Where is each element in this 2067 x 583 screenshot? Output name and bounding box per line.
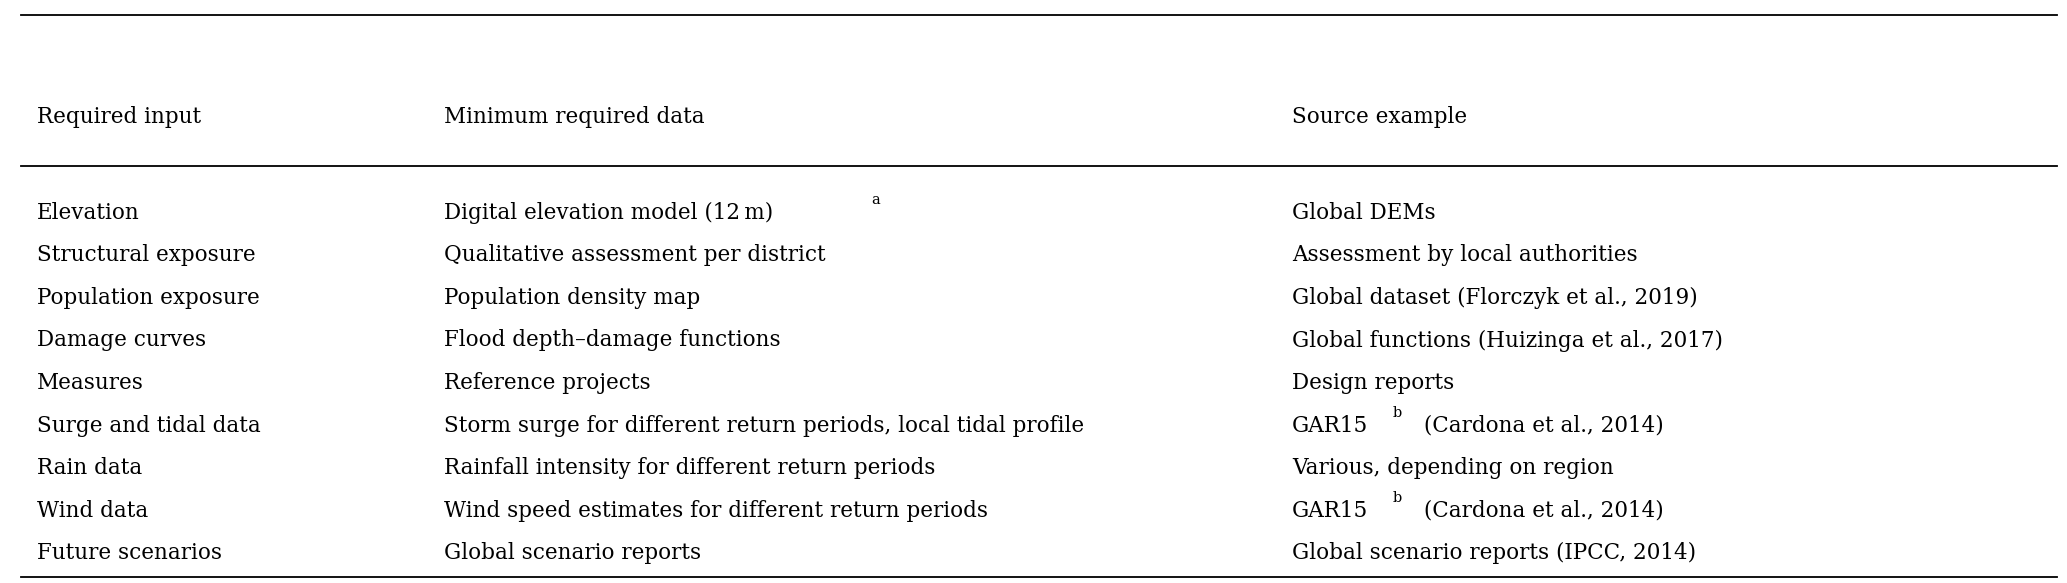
Text: Wind speed estimates for different return periods: Wind speed estimates for different retur… bbox=[444, 500, 988, 522]
Text: Global scenario reports (IPCC, 2014): Global scenario reports (IPCC, 2014) bbox=[1292, 542, 1697, 564]
Text: Rain data: Rain data bbox=[37, 457, 143, 479]
Text: Minimum required data: Minimum required data bbox=[444, 106, 705, 128]
Text: Assessment by local authorities: Assessment by local authorities bbox=[1292, 244, 1637, 266]
Text: Digital elevation model (12 m): Digital elevation model (12 m) bbox=[444, 202, 773, 224]
Text: Damage curves: Damage curves bbox=[37, 329, 207, 352]
Text: GAR15: GAR15 bbox=[1292, 500, 1368, 522]
Text: Flood depth–damage functions: Flood depth–damage functions bbox=[444, 329, 781, 352]
Text: GAR15: GAR15 bbox=[1292, 415, 1368, 437]
Text: Rainfall intensity for different return periods: Rainfall intensity for different return … bbox=[444, 457, 936, 479]
Text: Global DEMs: Global DEMs bbox=[1292, 202, 1434, 224]
Text: Reference projects: Reference projects bbox=[444, 372, 651, 394]
Text: Structural exposure: Structural exposure bbox=[37, 244, 256, 266]
Text: Measures: Measures bbox=[37, 372, 145, 394]
Text: b: b bbox=[1393, 406, 1401, 420]
Text: Global dataset (Florczyk et al., 2019): Global dataset (Florczyk et al., 2019) bbox=[1292, 287, 1697, 309]
Text: Global functions (Huizinga et al., 2017): Global functions (Huizinga et al., 2017) bbox=[1292, 329, 1724, 352]
Text: Future scenarios: Future scenarios bbox=[37, 542, 223, 564]
Text: Elevation: Elevation bbox=[37, 202, 141, 224]
Text: Source example: Source example bbox=[1292, 106, 1468, 128]
Text: (Cardona et al., 2014): (Cardona et al., 2014) bbox=[1418, 500, 1664, 522]
Text: b: b bbox=[1393, 491, 1401, 505]
Text: Global scenario reports: Global scenario reports bbox=[444, 542, 701, 564]
Text: Qualitative assessment per district: Qualitative assessment per district bbox=[444, 244, 827, 266]
Text: Surge and tidal data: Surge and tidal data bbox=[37, 415, 260, 437]
Text: Wind data: Wind data bbox=[37, 500, 149, 522]
Text: Required input: Required input bbox=[37, 106, 200, 128]
Text: Various, depending on region: Various, depending on region bbox=[1292, 457, 1614, 479]
Text: Population exposure: Population exposure bbox=[37, 287, 260, 309]
Text: Population density map: Population density map bbox=[444, 287, 701, 309]
Text: a: a bbox=[872, 193, 881, 207]
Text: Storm surge for different return periods, local tidal profile: Storm surge for different return periods… bbox=[444, 415, 1085, 437]
Text: (Cardona et al., 2014): (Cardona et al., 2014) bbox=[1418, 415, 1664, 437]
Text: Design reports: Design reports bbox=[1292, 372, 1453, 394]
